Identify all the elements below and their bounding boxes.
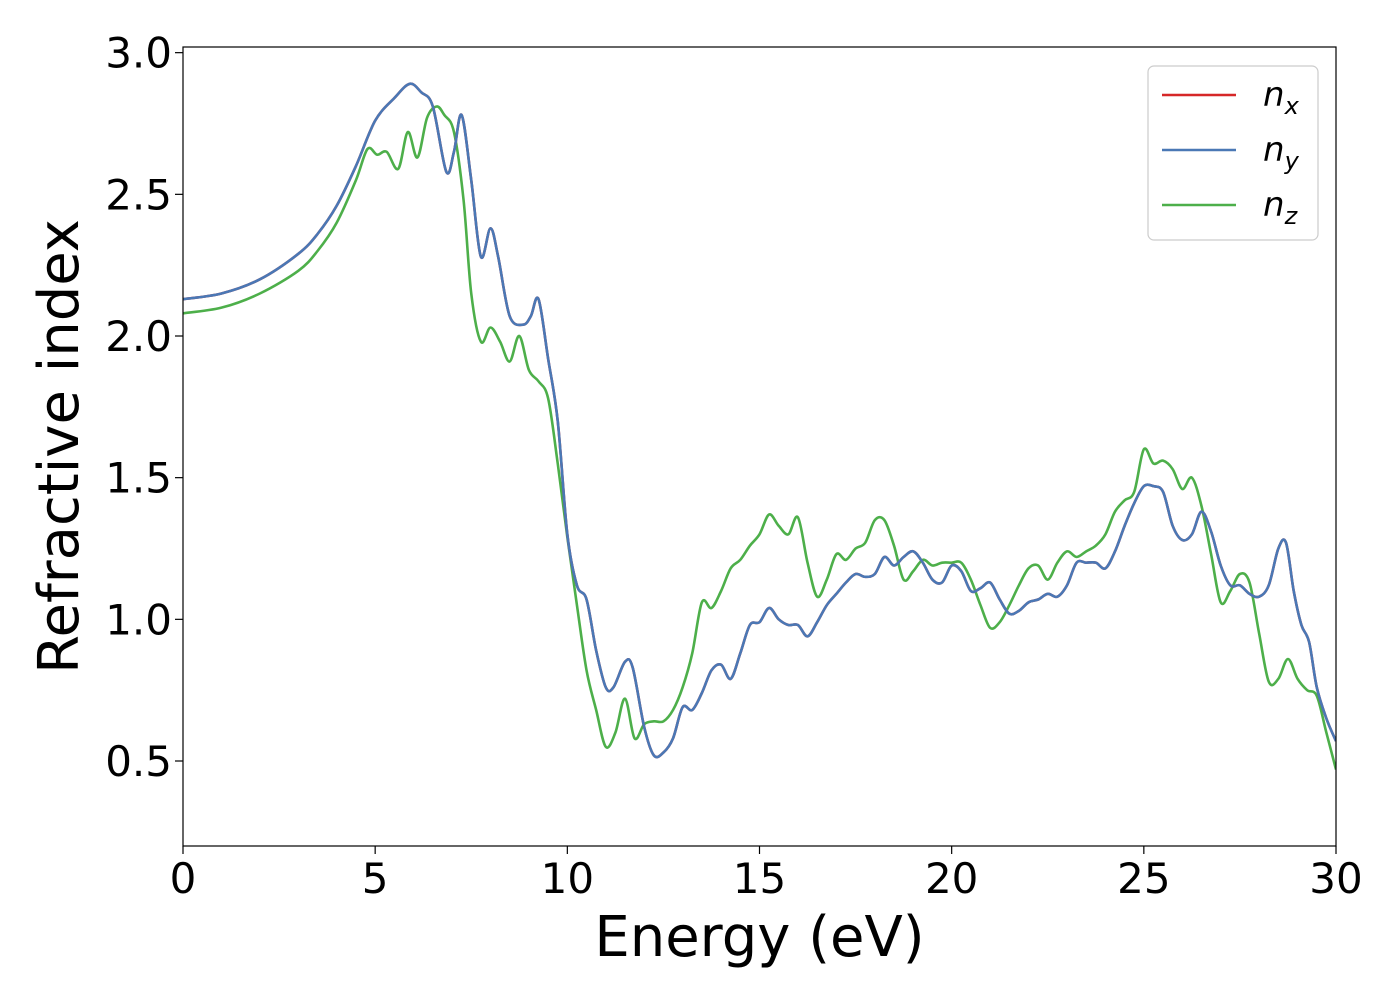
y-tick-label: 2.5 (105, 170, 172, 219)
x-axis: 0 5 10 15 20 25 30 (170, 846, 1363, 903)
x-tick-label: 0 (170, 854, 197, 903)
series-line-nz (183, 105, 1336, 770)
x-tick-label: 5 (362, 854, 389, 903)
x-tick-label: 15 (733, 854, 786, 903)
y-axis-label: Refractive index (27, 219, 92, 674)
legend: nx ny nz (1147, 65, 1319, 241)
y-tick-label: 0.5 (105, 737, 172, 786)
y-tick-label: 1.0 (105, 595, 172, 644)
legend-label-nz: nz (1263, 185, 1299, 230)
legend-label-nx: nx (1263, 75, 1300, 120)
x-tick-label: 30 (1309, 854, 1362, 903)
x-tick-label: 25 (1117, 854, 1170, 903)
x-axis-label: Energy (eV) (594, 905, 924, 970)
y-tick-label: 3.0 (105, 29, 172, 78)
series-layer (183, 82, 1336, 770)
x-tick-label: 20 (925, 854, 978, 903)
x-tick-label: 10 (541, 854, 594, 903)
series-line-ny (183, 82, 1336, 759)
legend-box (1147, 65, 1319, 241)
y-axis: 0.5 1.0 1.5 2.0 2.5 3.0 (105, 29, 183, 786)
legend-label-ny: ny (1263, 130, 1300, 175)
y-tick-label: 1.5 (105, 454, 172, 503)
y-tick-label: 2.0 (105, 312, 172, 361)
